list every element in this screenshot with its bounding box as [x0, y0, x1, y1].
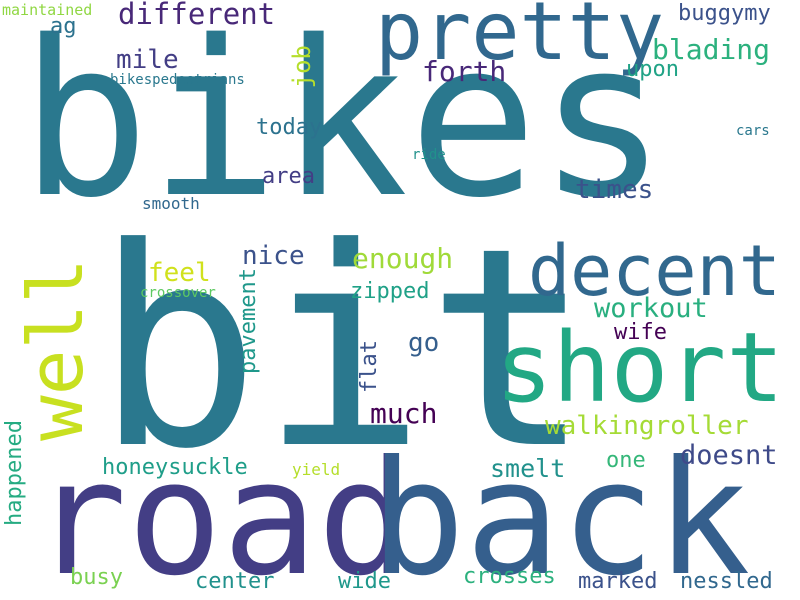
word-smooth: smooth	[142, 194, 200, 213]
word-happened: happened	[2, 420, 27, 526]
word-zipped: zipped	[350, 279, 430, 304]
word-yield: yield	[292, 460, 341, 479]
word-busy: busy	[70, 565, 123, 590]
word-blading: blading	[652, 33, 771, 66]
word-short: short	[495, 312, 784, 424]
word-much: much	[370, 397, 438, 430]
word-flat: flat	[357, 340, 382, 393]
word-one: one	[606, 448, 646, 473]
word-back: back	[370, 427, 751, 600]
word-cars: cars	[736, 123, 770, 139]
word-pavement: pavement	[236, 268, 261, 374]
word-doesnt: doesnt	[680, 440, 778, 471]
word-ag: ag	[50, 14, 77, 39]
word-nice: nice	[242, 241, 305, 271]
word-road: road	[32, 427, 413, 600]
word-marked: marked	[578, 569, 658, 594]
word-ride: ride	[412, 147, 446, 163]
word-mile: mile	[116, 45, 179, 75]
word-honeysuckle: honeysuckle	[102, 455, 248, 480]
word-enough: enough	[352, 242, 454, 275]
word-nessled: nessled	[680, 569, 773, 594]
word-wide: wide	[338, 569, 391, 594]
word-job: job	[288, 45, 316, 89]
word-decent: decent	[528, 230, 781, 312]
word-crossover: crossover	[140, 285, 216, 301]
word-buggymy: buggymy	[678, 1, 771, 26]
word-bit: bit	[95, 189, 592, 509]
word-crosses: crosses	[463, 564, 556, 589]
word-feel: feel	[148, 258, 211, 288]
word-forth: forth	[422, 55, 507, 88]
word-well: well	[11, 258, 100, 442]
word-pretty: pretty	[375, 0, 664, 78]
word-workout: workout	[594, 293, 708, 324]
word-bikes: bikes	[20, 0, 668, 245]
word-upon: upon	[626, 57, 679, 82]
word-bikespedestrians: bikespedestrians	[110, 72, 245, 88]
word-today: today	[256, 115, 323, 140]
word-different: different	[118, 0, 276, 31]
word-wife: wife	[614, 320, 667, 345]
word-maintained: maintained	[2, 1, 93, 19]
word-area: area	[262, 164, 315, 189]
word-center: center	[195, 569, 275, 594]
word-walkingroller: walkingroller	[545, 411, 749, 441]
word-times: times	[575, 175, 654, 205]
word-go: go	[408, 328, 440, 358]
word-smelt: smelt	[490, 454, 566, 483]
